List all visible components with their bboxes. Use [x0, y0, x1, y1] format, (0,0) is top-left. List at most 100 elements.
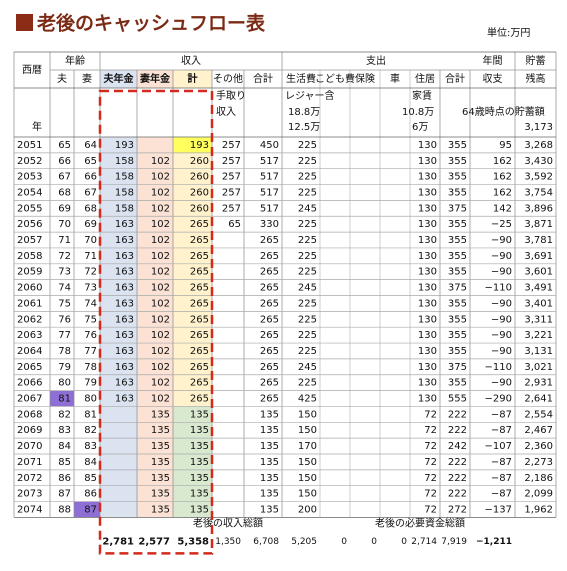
cell-bg — [173, 422, 212, 439]
totals-label: 老後の収入総額 — [193, 516, 263, 529]
cell-bg — [173, 501, 212, 518]
cell: 130 — [418, 251, 437, 262]
cell: 265 — [190, 394, 209, 405]
cell: 2058 — [17, 251, 42, 262]
cell-bg — [173, 406, 212, 423]
cell-bg — [173, 184, 212, 201]
cell: 64 — [84, 140, 97, 151]
cell: 163 — [115, 378, 134, 389]
cell: 70 — [84, 235, 97, 246]
cell: 245 — [298, 283, 317, 294]
note: 収入 — [216, 106, 236, 118]
cell-bg — [100, 390, 137, 407]
cell-bg — [100, 137, 137, 153]
cell: 135 — [190, 473, 209, 484]
cell: 3,311 — [524, 314, 553, 325]
cell-bg — [100, 184, 137, 201]
cell: 2064 — [17, 346, 42, 357]
cell: 163 — [115, 346, 134, 357]
cell: 162 — [493, 187, 512, 198]
cell: 158 — [115, 172, 134, 183]
cell: 272 — [448, 504, 467, 515]
cell-bg — [137, 200, 173, 217]
cell: 355 — [448, 330, 467, 341]
cell: 2052 — [17, 156, 42, 167]
cell: 225 — [298, 267, 317, 278]
cell: 163 — [115, 298, 134, 309]
cell: 80 — [84, 394, 97, 405]
column-header: 保険 — [355, 72, 375, 85]
cell: 2073 — [17, 489, 42, 500]
cell: 265 — [260, 346, 279, 357]
cell-bg — [100, 454, 137, 470]
cell: 3,131 — [524, 346, 553, 357]
cell-bg — [100, 279, 137, 296]
cell-bg — [100, 152, 137, 169]
cell: 102 — [151, 267, 170, 278]
unit: 単位:万円 — [487, 26, 530, 39]
cell-bg — [137, 311, 173, 328]
cell: −110 — [485, 283, 512, 294]
cell: 375 — [448, 283, 467, 294]
cell: 200 — [298, 504, 317, 515]
cell: 3,691 — [524, 251, 553, 262]
column-header: 妻 — [82, 72, 92, 85]
cell-bg — [137, 390, 173, 407]
cell-bg — [137, 152, 173, 169]
cell: 102 — [151, 298, 170, 309]
cell: 158 — [115, 156, 134, 167]
cell: 65 — [84, 156, 97, 167]
cell-bg — [173, 137, 212, 153]
cell: 375 — [448, 362, 467, 373]
cell: 555 — [448, 394, 467, 405]
cell-bg — [137, 374, 173, 391]
cell: 135 — [151, 489, 170, 500]
cell: 242 — [448, 441, 467, 452]
note: 10.8万 — [402, 107, 434, 118]
cell: −87 — [491, 425, 512, 436]
cell-bg — [173, 279, 212, 296]
cell: 225 — [298, 156, 317, 167]
cell: 135 — [190, 425, 209, 436]
cell: 158 — [115, 203, 134, 214]
column-header: 合計 — [253, 72, 273, 85]
cell: −87 — [491, 489, 512, 500]
cell: 2,360 — [524, 441, 553, 452]
cell: 225 — [298, 378, 317, 389]
cell: 135 — [190, 457, 209, 468]
cell: 87 — [58, 489, 71, 500]
column-header: 収支 — [483, 73, 503, 85]
note: 家賃 — [412, 89, 432, 102]
cell: 72 — [424, 504, 437, 515]
totals-cell: 0 — [401, 537, 407, 547]
cell: 77 — [84, 346, 97, 357]
cell: −90 — [491, 298, 512, 309]
cell-bg — [137, 184, 173, 201]
cell-bg — [173, 390, 212, 407]
cell: 130 — [418, 140, 437, 151]
cell-bg — [173, 469, 212, 486]
cell: 130 — [418, 330, 437, 341]
cell: 257 — [222, 187, 241, 198]
cell: 225 — [298, 219, 317, 230]
cell: 81 — [84, 409, 97, 420]
cell: 265 — [260, 378, 279, 389]
cell: 67 — [84, 187, 97, 198]
cell: 130 — [418, 362, 437, 373]
cell: 102 — [151, 172, 170, 183]
cell: 74 — [84, 298, 97, 309]
cell: 355 — [448, 378, 467, 389]
cell: 135 — [151, 457, 170, 468]
cell: 225 — [298, 298, 317, 309]
cell: 79 — [84, 378, 97, 389]
cell: 2071 — [17, 457, 42, 468]
cell: 265 — [190, 298, 209, 309]
cell: 130 — [418, 187, 437, 198]
cell: 87 — [84, 504, 97, 515]
cell: 79 — [58, 362, 71, 373]
cell: 3,021 — [524, 362, 553, 373]
group-header: 収入 — [181, 55, 201, 67]
cell: 260 — [190, 156, 209, 167]
group-header: 西暦 — [22, 64, 42, 76]
